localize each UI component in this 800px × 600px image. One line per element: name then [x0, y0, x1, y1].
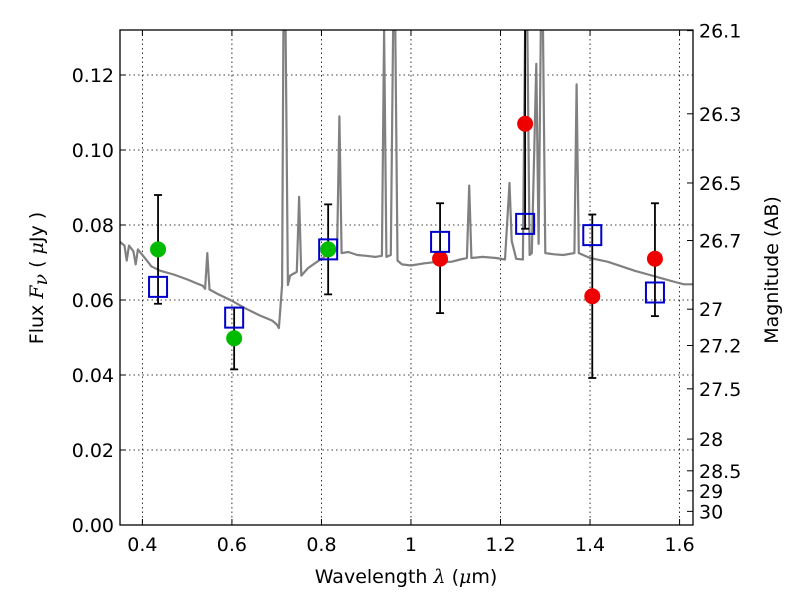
model-spectrum-line	[120, 30, 693, 330]
x-tick-label: 1.2	[485, 534, 515, 556]
right-tick-label: 29	[699, 481, 723, 503]
y-tick-label: 0.08	[72, 215, 114, 237]
square-marker	[318, 238, 339, 261]
y-tick-label: 0.10	[72, 140, 114, 162]
right-tick-label: 30	[699, 501, 723, 523]
x-tick-label: 1.6	[664, 534, 694, 556]
right-tick-label: 26.1	[699, 21, 741, 43]
y-axis-label: Flux Fν ( μJy )	[26, 212, 52, 344]
right-tick-label: 26.5	[699, 173, 741, 195]
square-marker	[430, 230, 451, 253]
square-marker	[582, 224, 603, 247]
x-tick-label: 0.8	[306, 534, 336, 556]
green-point	[320, 241, 337, 258]
square-marker	[148, 275, 169, 298]
right-tick-label: 27	[699, 299, 723, 321]
green-point	[226, 330, 243, 347]
square-marker	[515, 212, 536, 235]
x-tick-label: 0.4	[127, 534, 157, 556]
right-tick-label: 28	[699, 429, 723, 451]
red-point	[646, 250, 663, 267]
square-marker	[224, 306, 245, 329]
red-point	[517, 115, 534, 132]
y-tick-label: 0.02	[72, 440, 114, 462]
model-spectrum-layer	[120, 30, 693, 330]
errorbar-layer	[154, 30, 659, 379]
red-point	[584, 288, 601, 305]
y-tick-label: 0.04	[72, 365, 114, 387]
right-tick-label: 26.7	[699, 231, 741, 253]
y-tick-label: 0.12	[72, 65, 114, 87]
y-tick-label: 0.06	[72, 290, 114, 312]
x-tick-label: 1	[405, 534, 417, 556]
right-tick-label: 28.5	[699, 461, 741, 483]
red-point	[432, 250, 449, 267]
x-tick-label: 0.6	[217, 534, 247, 556]
square-marker	[644, 281, 665, 304]
plot-frame	[119, 29, 694, 526]
tick-layer: 0.4 0.6 0.8 1 1.2 1.4 1.6 0.00 0.02 0.04 0.06 0.08 0…	[72, 21, 742, 556]
marker-layer	[148, 115, 665, 347]
right-axis-label: Magnitude (AB)	[761, 196, 783, 344]
right-tick-label: 26.3	[699, 104, 741, 126]
right-tick-label: 27.5	[699, 379, 741, 401]
x-axis-label: Wavelength λ (μm)	[315, 566, 498, 588]
green-point	[150, 241, 167, 258]
right-tick-label: 27.2	[699, 336, 741, 358]
x-tick-label: 1.4	[575, 534, 605, 556]
y-tick-label: 0.00	[72, 515, 114, 537]
